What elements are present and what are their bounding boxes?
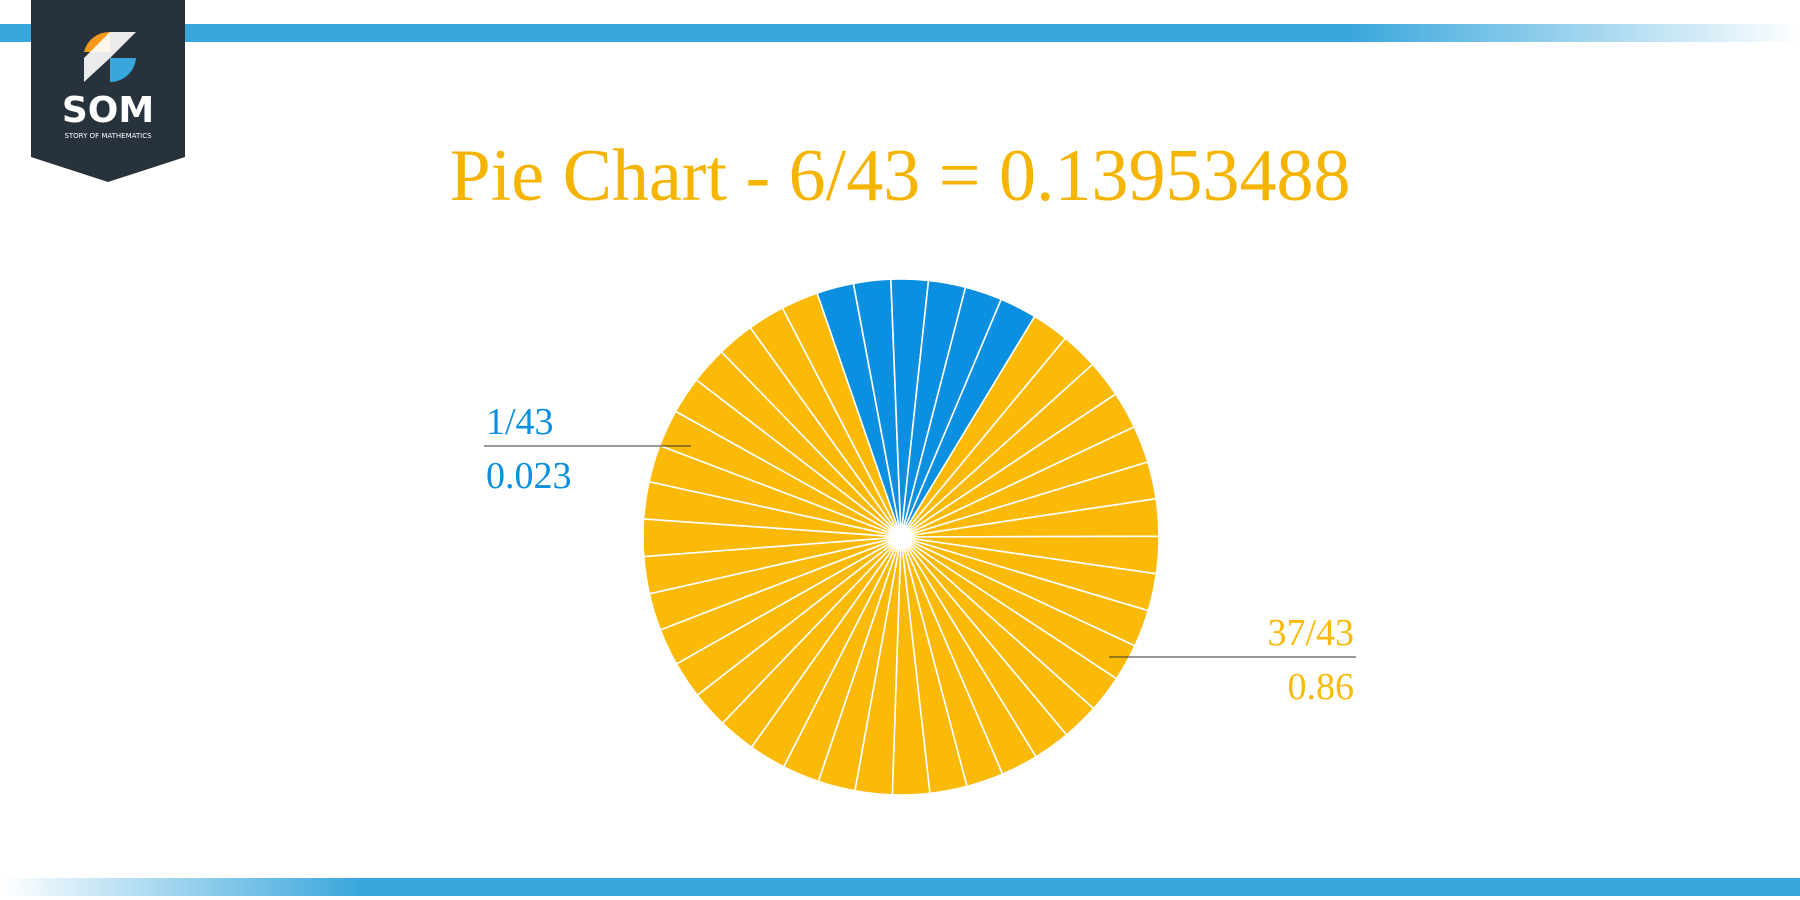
pie-segment [642, 292, 1160, 796]
chart-title: Pie Chart - 6/43 = 0.13953488 [450, 135, 1351, 217]
annotation-fraction: 37/43 [1267, 612, 1354, 654]
annotation-value: 0.86 [1288, 666, 1355, 708]
pie-slice [781, 292, 902, 538]
bottom-bar [0, 878, 1800, 896]
top-bar [0, 24, 1800, 42]
logo-tagline: STORY OF MATHEMATICS [64, 132, 152, 140]
logo-badge [31, 0, 185, 182]
annotation-fraction: 1/43 [486, 401, 554, 443]
logo[interactable]: SOM STORY OF MATHEMATICS [31, 0, 185, 182]
logo-mark [84, 32, 136, 82]
annotation-value: 0.023 [486, 455, 572, 497]
logo-name: SOM [62, 90, 154, 131]
logo-mark [110, 58, 136, 83]
